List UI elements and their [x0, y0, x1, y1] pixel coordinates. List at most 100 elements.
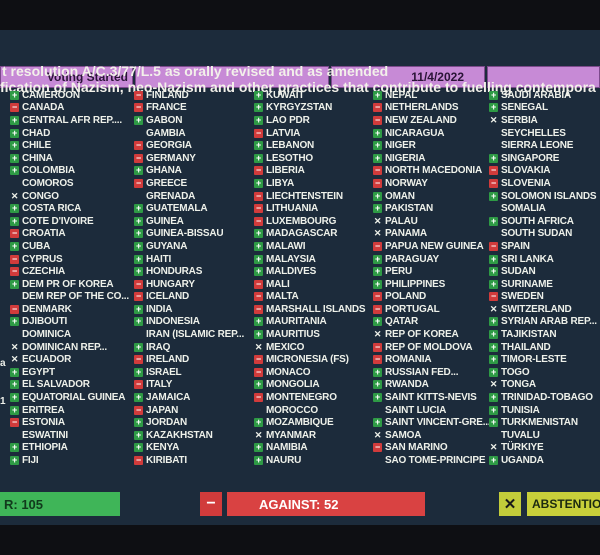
- country-vote-row: SAO TOME-PRINCIPE: [373, 454, 490, 467]
- country-vote-row: + SUDAN: [489, 265, 597, 278]
- country-name: SINGAPORE: [501, 152, 560, 164]
- in-favour-icon: +: [10, 152, 19, 163]
- in-favour-icon: +: [134, 266, 143, 277]
- in-favour-icon: +: [373, 89, 382, 100]
- yes-total: R: 105: [4, 496, 44, 512]
- against-icon: −: [134, 291, 143, 302]
- country-vote-row: ✕ TÜRKIYE: [489, 442, 597, 455]
- abstain-icon: ✕: [373, 215, 382, 226]
- against-icon: −: [373, 291, 382, 302]
- abstain-icon: ✕: [373, 329, 382, 340]
- country-name: OMAN: [385, 190, 415, 202]
- country-name: CAMEROON: [22, 89, 80, 101]
- country-name: MOZAMBIQUE: [266, 417, 334, 429]
- country-vote-row: + ISRAEL: [134, 366, 244, 379]
- in-favour-icon: +: [10, 442, 19, 453]
- country-vote-row: + CHILE: [10, 139, 129, 152]
- status-bar-left: Voting Started: [0, 66, 133, 88]
- country-name: ESTONIA: [22, 417, 65, 429]
- no-vote-icon: [489, 204, 498, 213]
- country-name: EGYPT: [22, 366, 55, 378]
- country-name: NIGERIA: [385, 152, 426, 164]
- country-vote-row: SIERRA LEONE: [489, 139, 597, 152]
- in-favour-icon: +: [134, 240, 143, 251]
- country-vote-row: + NICARAGUA: [373, 127, 490, 140]
- country-vote-row: − DENMARK: [10, 303, 129, 316]
- country-vote-row: + NEPAL: [373, 89, 490, 102]
- country-name: MYANMAR: [266, 429, 316, 441]
- country-name: CANADA: [22, 102, 65, 114]
- in-favour-icon: +: [254, 442, 263, 453]
- abstain-icon: ✕: [489, 114, 498, 125]
- country-vote-row: + JAMAICA: [134, 391, 244, 404]
- country-vote-row: ✕ SWITZERLAND: [489, 303, 597, 316]
- country-vote-row: SEYCHELLES: [489, 127, 597, 140]
- country-name: SPAIN: [501, 240, 530, 252]
- in-favour-icon: +: [373, 392, 382, 403]
- country-column-4: + NEPAL − NETHERLANDS − NEW ZEALAND + NICARAGUA…: [373, 89, 491, 467]
- country-vote-row: + CUBA: [10, 240, 129, 253]
- country-vote-row: − GERMANY: [134, 152, 244, 165]
- against-icon: −: [134, 278, 143, 289]
- in-favour-icon: +: [134, 228, 143, 239]
- country-vote-row: − CZECHIA: [10, 265, 129, 278]
- in-favour-icon: +: [489, 329, 498, 340]
- no-vote-icon: [254, 406, 263, 415]
- against-icon: −: [373, 303, 382, 314]
- country-name: PARAGUAY: [385, 253, 439, 265]
- in-favour-icon: +: [489, 354, 498, 365]
- no-vote-icon: [489, 229, 498, 238]
- in-favour-icon: +: [10, 404, 19, 415]
- country-name: SOLOMON ISLANDS: [501, 190, 597, 202]
- country-vote-row: + KENYA: [134, 442, 244, 455]
- country-name: MONTENEGRO: [266, 392, 337, 404]
- no-vote-icon: [373, 406, 382, 415]
- country-name: DOMINICAN REP...: [22, 341, 107, 353]
- country-name: MEXICO: [266, 341, 305, 353]
- country-vote-row: TUVALU: [489, 429, 597, 442]
- country-vote-row: + MALDIVES: [254, 265, 365, 278]
- in-favour-icon: +: [254, 140, 263, 151]
- yes-total-box: R: 105: [0, 492, 120, 516]
- voting-board-screen: Voting Started 11/4/2022 t resolution A/…: [0, 30, 600, 525]
- country-vote-row: − NEW ZEALAND: [373, 114, 490, 127]
- country-name: LESOTHO: [266, 152, 313, 164]
- country-name: RUSSIAN FED...: [385, 366, 459, 378]
- country-column-3: + KUWAIT + KYRGYZSTAN + LAO PDR − LATVIA + LEBANO…: [254, 89, 366, 467]
- no-vote-icon: [10, 179, 19, 188]
- country-name: CENTRAL AFR REP....: [22, 114, 122, 126]
- in-favour-icon: +: [134, 114, 143, 125]
- country-name: TUNISIA: [501, 404, 540, 416]
- against-icon: −: [254, 215, 263, 226]
- in-favour-icon: +: [373, 266, 382, 277]
- country-vote-row: + NAURU: [254, 454, 365, 467]
- country-name: MICRONESIA (FS): [266, 354, 349, 366]
- against-icon: −: [489, 177, 498, 188]
- in-favour-icon: +: [489, 366, 498, 377]
- country-vote-row: MOROCCO: [254, 404, 365, 417]
- country-vote-row: SOMALIA: [489, 202, 597, 215]
- country-name: NORWAY: [385, 177, 428, 189]
- country-name: PAPUA NEW GUINEA: [385, 240, 484, 252]
- abstain-icon: ✕: [373, 429, 382, 440]
- resolution-title-line1: t resolution A/C.3/77/L.5 as orally revi…: [2, 63, 389, 79]
- country-name: SAINT VINCENT-GRE...: [385, 417, 491, 429]
- abstain-icon: ✕: [254, 429, 263, 440]
- country-name: PAKISTAN: [385, 203, 434, 215]
- country-name: SENEGAL: [501, 102, 548, 114]
- against-icon: −: [254, 165, 263, 176]
- in-favour-icon: +: [134, 165, 143, 176]
- in-favour-icon: +: [254, 417, 263, 428]
- country-name: JAMAICA: [146, 392, 191, 404]
- against-icon: −: [373, 177, 382, 188]
- in-favour-icon: +: [134, 303, 143, 314]
- in-favour-icon: +: [10, 127, 19, 138]
- country-vote-row: + ERITREA: [10, 404, 129, 417]
- country-name: SLOVENIA: [501, 177, 551, 189]
- country-name: GEORGIA: [146, 140, 192, 152]
- country-vote-row: + GUATEMALA: [134, 202, 244, 215]
- in-favour-icon: +: [489, 316, 498, 327]
- country-name: SLOVAKIA: [501, 165, 551, 177]
- in-favour-icon: +: [489, 266, 498, 277]
- country-vote-row: + JORDAN: [134, 416, 244, 429]
